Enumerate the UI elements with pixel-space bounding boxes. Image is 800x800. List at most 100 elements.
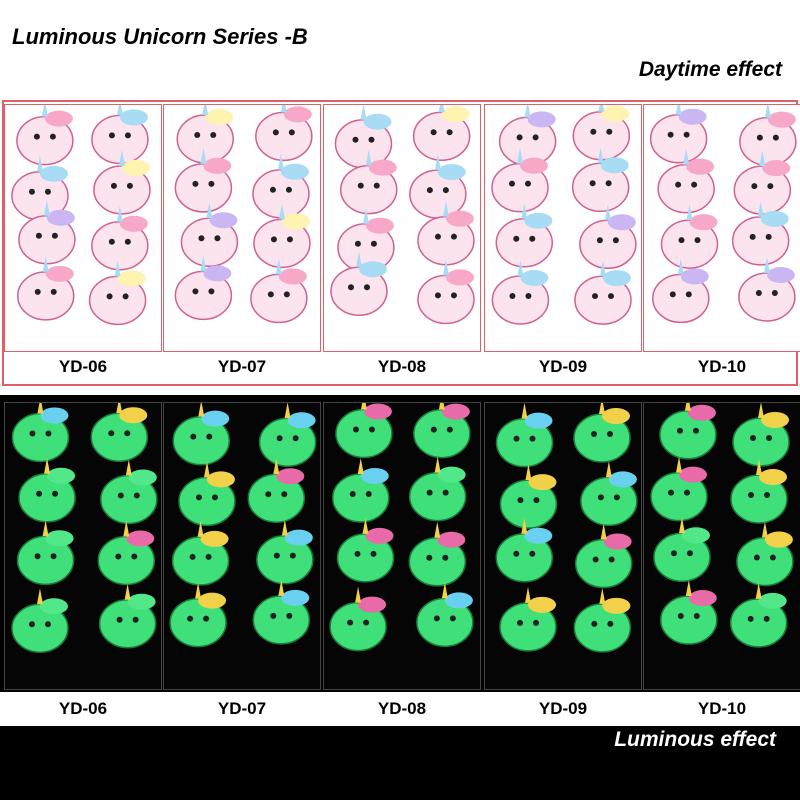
sticker-shape [108, 430, 115, 437]
sticker-shape [686, 158, 715, 175]
sticker-shape [365, 490, 372, 497]
sticker-shape [33, 133, 40, 140]
day-sheet [323, 104, 481, 352]
sticker-shape [255, 111, 313, 162]
sticker-shape [362, 517, 369, 534]
sticker-shape [678, 517, 685, 534]
sheet-label: YD-09 [538, 357, 588, 376]
sticker-shape [28, 621, 35, 628]
sticker-shape [206, 202, 213, 219]
sticker-shape [198, 403, 205, 417]
sticker-shape [44, 110, 73, 127]
sticker-shape [133, 492, 140, 499]
sticker-shape [201, 410, 230, 427]
sticker-shape [363, 619, 370, 626]
sticker-shape [772, 134, 779, 141]
luminous-sheet [323, 402, 481, 690]
sticker-shape [660, 219, 719, 269]
sticker-shape [117, 270, 146, 287]
sticker-shape [449, 615, 456, 622]
sticker-shape [203, 461, 210, 478]
sticker-shape [517, 259, 524, 276]
sticker-shape [598, 105, 605, 112]
sticker-shape [679, 466, 708, 483]
sticker-shape [669, 291, 676, 298]
sticker-shape [174, 163, 233, 213]
sticker-shape [607, 293, 614, 300]
sticker-shape [370, 550, 377, 557]
sticker-shape [11, 412, 70, 463]
sticker-shape [766, 266, 795, 283]
sticker-shape [573, 413, 631, 463]
sticker-shape [39, 165, 68, 182]
sticker-shape [730, 474, 788, 524]
sticker-shape [116, 616, 123, 623]
sticker-shape [573, 603, 632, 653]
sticker-shape [524, 180, 531, 187]
sticker-shape [202, 105, 209, 116]
luminous-sheet [163, 402, 321, 690]
sticker-shape [764, 492, 771, 499]
sticker-shape [108, 132, 115, 139]
sticker-shape [571, 162, 630, 213]
sticker-shape [45, 265, 74, 282]
sticker-shape [349, 490, 356, 497]
sticker-shape [442, 489, 449, 496]
sticker-shape [757, 200, 764, 217]
luminous-sheet [484, 402, 642, 690]
sticker-shape [766, 434, 773, 441]
sheet-label: YD-08 [377, 357, 427, 376]
sticker-shape [365, 527, 394, 544]
sticker-shape [693, 613, 700, 620]
sticker-shape [761, 411, 790, 428]
sticker-shape [267, 291, 274, 298]
sticker-shape [528, 474, 557, 491]
sticker-shape [524, 105, 531, 118]
sticker-shape [442, 259, 449, 276]
sticker-shape [516, 134, 523, 141]
sticker-shape [680, 268, 709, 285]
sticker-shape [591, 293, 598, 300]
sticker-shape [354, 550, 361, 557]
luminous-sheet [643, 402, 800, 690]
sticker-shape [751, 183, 758, 190]
sticker-art [649, 105, 797, 324]
sticker-shape [28, 188, 35, 195]
sticker-shape [258, 417, 317, 468]
sticker-shape [598, 403, 605, 414]
sticker-shape [524, 212, 553, 229]
sticker-shape [747, 615, 754, 622]
sticker-shape [755, 582, 762, 599]
sticker-shape [524, 412, 553, 429]
sticker-shape [519, 157, 548, 174]
sticker-shape [123, 520, 130, 537]
sticker-shape [686, 204, 693, 221]
sticker-shape [37, 403, 44, 414]
sheet-label: YD-09 [538, 699, 588, 718]
sticker-shape [50, 553, 57, 560]
sticker-shape [524, 527, 553, 544]
sticker-shape [347, 619, 354, 626]
sticker-shape [200, 147, 207, 164]
sticker-shape [198, 235, 205, 242]
sticker-shape [119, 407, 148, 424]
sticker-shape [281, 213, 310, 230]
sticker-shape [360, 105, 367, 120]
sticker-shape [667, 131, 674, 138]
sticker-shape [275, 258, 282, 275]
sticker-shape [354, 240, 361, 247]
sticker-shape [363, 403, 392, 420]
sticker-shape [678, 108, 707, 125]
sticker-shape [529, 235, 536, 242]
sticker-shape [286, 612, 293, 619]
sticker-shape [283, 291, 290, 298]
sticker-shape [684, 403, 691, 411]
sticker-shape [590, 430, 597, 437]
sticker-shape [288, 129, 295, 136]
sticker-shape [606, 430, 613, 437]
sticker-shape [684, 489, 691, 496]
sticker-shape [426, 554, 433, 561]
sticker-shape [753, 554, 760, 561]
sticker-shape [210, 132, 217, 139]
sticker-shape [124, 583, 131, 600]
